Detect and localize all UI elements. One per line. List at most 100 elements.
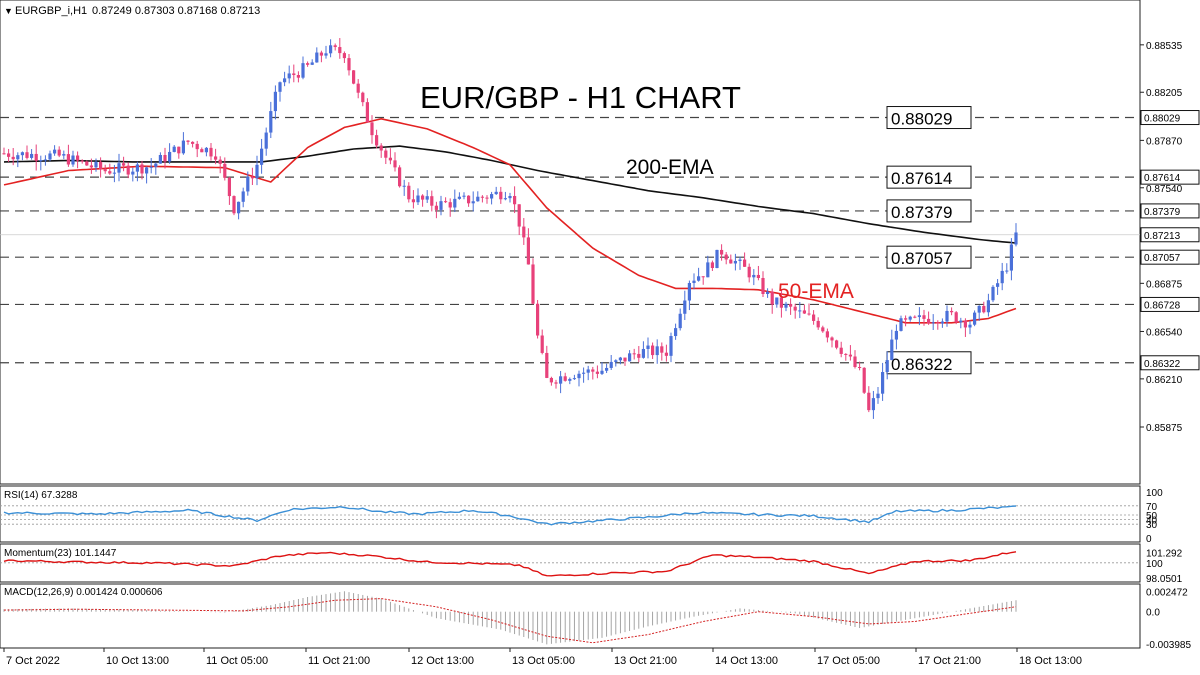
current-price-label: 0.87213 [1144, 231, 1181, 242]
candle [398, 165, 402, 188]
candle [172, 144, 176, 153]
candle-body [163, 155, 167, 162]
candle-body [977, 305, 981, 313]
candle-body [927, 318, 931, 324]
candle [494, 186, 498, 196]
candle-body [706, 262, 710, 278]
candle-body [158, 155, 162, 164]
candle-body [761, 277, 765, 294]
candle-body [830, 337, 834, 341]
candle [839, 341, 843, 358]
candle [393, 152, 397, 172]
rsi-panel [0, 485, 1141, 543]
axis-level-tag [1140, 355, 1200, 371]
candle [531, 258, 535, 305]
candle [48, 150, 52, 162]
candle [338, 38, 342, 59]
candle-body [940, 321, 944, 324]
candle-body [352, 70, 356, 84]
candle [384, 148, 388, 165]
price-tick-label: 0.87870 [1146, 136, 1183, 147]
candle [577, 370, 581, 387]
candle-body [917, 315, 921, 318]
candle-body [453, 198, 457, 208]
candle-body [237, 201, 241, 214]
candle [830, 336, 834, 348]
candle [352, 70, 356, 85]
axis-level-label: 0.87057 [1144, 253, 1181, 264]
candle-body [710, 262, 714, 269]
candle-body [398, 167, 402, 187]
candle-body [517, 204, 521, 227]
candle-body [117, 163, 121, 173]
candle [586, 365, 590, 381]
candle [637, 346, 641, 363]
candle [890, 329, 894, 361]
candle [724, 251, 728, 265]
candle [784, 301, 788, 312]
candle [145, 166, 149, 184]
candle [204, 147, 208, 157]
axis-level-label: 0.87379 [1144, 207, 1181, 218]
candle [835, 339, 839, 350]
chart-annotation-title: EUR/GBP - H1 CHART [420, 80, 741, 115]
candle-body [324, 53, 328, 56]
candle [195, 140, 199, 158]
candle-body [393, 160, 397, 168]
time-tick-label: 7 Oct 2022 [6, 655, 60, 667]
candle-body [986, 300, 990, 313]
candle [250, 167, 254, 185]
candle [158, 152, 162, 164]
triangle-down-icon[interactable]: ▼ [4, 6, 13, 16]
candle [646, 337, 650, 359]
candle-body [789, 303, 793, 307]
candle-body [775, 297, 779, 305]
candle-body [540, 335, 544, 353]
candle [582, 367, 586, 383]
candle [140, 160, 144, 180]
candle [812, 310, 816, 325]
candle [991, 285, 995, 303]
candle [618, 356, 622, 365]
candle-body [306, 63, 310, 65]
candle-body [375, 135, 379, 146]
candle-body [747, 266, 751, 278]
candle [444, 197, 448, 204]
candle [108, 163, 112, 175]
candle-body [628, 353, 632, 362]
momentum-tick-label: 100 [1146, 559, 1163, 570]
candle [246, 171, 250, 196]
candle [453, 189, 457, 213]
candle [379, 143, 383, 158]
candle-body [434, 205, 438, 210]
ema200-label: 200-EMA [626, 156, 714, 179]
candle-body [807, 313, 811, 315]
level-callout-label: 0.87379 [891, 203, 952, 222]
candle [407, 182, 411, 203]
candle-body [227, 177, 231, 197]
candle [264, 127, 268, 156]
candle [122, 156, 126, 172]
rsi-tick-label: 50 [1146, 511, 1158, 522]
candle [347, 54, 351, 76]
candle [476, 191, 480, 202]
candle [600, 362, 604, 375]
price-tick-label: 0.87540 [1146, 184, 1183, 195]
candle [181, 132, 185, 155]
momentum-label: Momentum(23) 101.1447 [4, 548, 117, 559]
candle [370, 115, 374, 144]
candle [508, 192, 512, 203]
axis-level-tag [1140, 110, 1200, 126]
candle [218, 156, 222, 174]
candle-body [246, 176, 250, 192]
candle-body [2, 153, 6, 155]
candle-body [80, 160, 84, 162]
candle [296, 71, 300, 83]
level-callout-box [886, 199, 972, 223]
axis-level-tag [1140, 169, 1200, 185]
candle-body [526, 237, 530, 265]
candle [793, 303, 797, 319]
candle [462, 192, 466, 200]
candle-body [844, 353, 848, 355]
